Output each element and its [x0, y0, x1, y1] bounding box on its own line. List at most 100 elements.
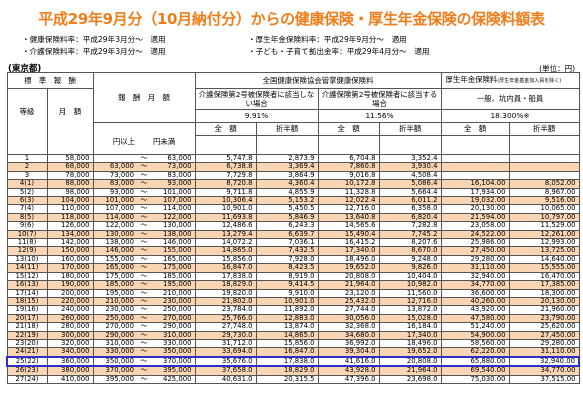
health-full-cell: 7,729.8 — [194, 170, 257, 181]
general-header: 一般、坑内員・船員 — [440, 88, 580, 110]
range-mark: ～ — [137, 246, 151, 256]
range-mark: ～ — [137, 263, 151, 273]
pension-note: (厚生年金基金加入員を除く) — [497, 78, 562, 84]
lower-bound-cell: 195,000 — [92, 288, 137, 298]
upper-bound-cell: 175,000 — [151, 263, 196, 273]
rate-pension: 18.300%※ — [440, 109, 580, 123]
pension-half-cell: 29,280.00 — [508, 338, 580, 349]
grade-cell: 24(21) — [6, 347, 48, 358]
grade-cell: 18(15) — [6, 296, 48, 307]
health-half-cell: 15,856.0 — [255, 338, 319, 349]
care-half-cell: 20,808.0 — [378, 355, 442, 368]
care-full-cell: 34,680.0 — [317, 330, 380, 340]
full-amount-header: 全 額 — [317, 122, 380, 136]
care-full-cell: 17,340.0 — [317, 246, 380, 256]
health-full-cell: 29,730.0 — [194, 330, 257, 340]
pension-half-cell: 18,300.00 — [508, 288, 580, 298]
range-mark: ～ — [137, 374, 151, 384]
monthly-amount-header: 月 額 — [46, 88, 94, 136]
care-half-cell: 7,282.8 — [378, 221, 442, 231]
care-half-cell: 23,698.0 — [378, 374, 442, 384]
care-half-cell: 4,508.4 — [378, 170, 442, 181]
table-row: 22(19) 300,000 290,000 ～ 310,000 29,730.0 14,8… — [6, 330, 580, 340]
health-full-cell: 13,279.4 — [194, 229, 257, 240]
range-mark: ～ — [137, 365, 151, 376]
health-half-cell: 6,243.3 — [255, 221, 319, 231]
table-row: 23(20) 320,000 310,000 ～ 330,000 31,712.0 15,8… — [6, 338, 580, 349]
pension-half-cell: 34,770.00 — [508, 365, 580, 376]
spacer — [194, 135, 257, 155]
lower-bound-cell: 146,000 — [92, 246, 137, 256]
not-care-header: 介護保険第2号被保険者に該当しない場合 — [194, 88, 319, 110]
care-full-cell: 14,565.6 — [317, 221, 380, 231]
monthly-cell: 220,000 — [46, 296, 94, 307]
health-half-cell: 4,855.9 — [255, 187, 319, 198]
grade-cell: 23(20) — [6, 338, 48, 349]
grade-cell: 17(14) — [6, 288, 48, 298]
pension-half-cell: 20,130.00 — [508, 296, 580, 307]
pension-half-cell: 12,261.00 — [508, 229, 580, 240]
pension-half-cell: 31,110.00 — [508, 347, 580, 358]
pension-half-cell: 14,640.00 — [508, 254, 580, 265]
lower-bound-cell: 350,000 — [92, 355, 137, 368]
pension-full-cell: 32,940.00 — [440, 271, 510, 282]
care-full-cell: 9,016.8 — [317, 170, 380, 181]
range-mark: ～ — [137, 254, 151, 265]
lower-bound-cell: 395,000 — [92, 374, 137, 384]
range-mark: ～ — [137, 153, 151, 164]
upper-bound-cell: 210,000 — [151, 288, 196, 298]
spacer — [378, 135, 442, 155]
pension-half-cell: 37,515.00 — [508, 374, 580, 384]
monthly-cell: 58,000 — [46, 153, 94, 164]
health-half-cell: 10,901.0 — [255, 296, 319, 307]
health-half-cell: 3,369.4 — [255, 162, 319, 172]
care-rate-note: ・介護保険料率：平成29年3月分～ 適用 — [22, 47, 166, 56]
care-full-cell: 25,432.0 — [317, 296, 380, 307]
range-mark: ～ — [137, 204, 151, 214]
pension-full-cell: 17,934.00 — [440, 187, 510, 198]
care-half-cell: 8,207.6 — [378, 238, 442, 248]
table-row: 4(1) 88,000 83,000 ～ 93,000 8,720.8 4,360.4 10,… — [6, 179, 580, 189]
health-full-cell: 15,856.0 — [194, 254, 257, 265]
health-full-cell: 10,901.0 — [194, 204, 257, 214]
pension-full-cell: 58,560.00 — [440, 338, 510, 349]
care-half-cell: 11,560.0 — [378, 288, 442, 298]
care-half-cell: 19,652.0 — [378, 347, 442, 358]
monthly-cell: 110,000 — [46, 204, 94, 214]
pension-full-cell: 24,522.00 — [440, 229, 510, 240]
upper-bound-cell: 165,000 — [151, 254, 196, 265]
pension-half-cell: 32,940.00 — [508, 355, 581, 368]
table-row: 7(4) 110,000 107,000 ～ 114,000 10,901.0 5,450.… — [6, 204, 580, 214]
lower-bound-cell: 310,000 — [92, 338, 137, 349]
monthly-cell: 300,000 — [46, 330, 94, 340]
care-full-cell: 32,368.0 — [317, 322, 380, 332]
monthly-cell: 68,000 — [46, 162, 94, 172]
grade-cell: 5(2) — [6, 187, 48, 198]
health-rate-note: ・健康保険料率：平成29年3月分～ 適用 — [22, 35, 166, 44]
table-row: 1 58,000 ～ 63,000 5,747.8 2,873.9 6,704.8 3,352… — [6, 153, 580, 164]
lower-bound-cell: 130,000 — [92, 229, 137, 240]
range-mark: ～ — [137, 238, 151, 248]
over-label: 円以上 — [92, 135, 137, 155]
upper-bound-cell: 114,000 — [151, 204, 196, 214]
health-full-cell: 19,820.0 — [194, 288, 257, 298]
rate-not-care: 9.91% — [194, 109, 319, 123]
health-half-cell: 7,928.0 — [255, 254, 319, 265]
range-mark: ～ — [137, 288, 151, 298]
care-half-cell: 13,872.0 — [378, 305, 442, 315]
pension-header: 厚生年金保険料(厚生年金基金加入員を除く) — [440, 72, 580, 89]
care-half-cell: 16,184.0 — [378, 322, 442, 332]
health-full-cell: 5,747.8 — [194, 153, 257, 164]
care-half-cell: 18,496.0 — [378, 338, 442, 349]
health-full-cell: 14,072.2 — [194, 238, 257, 248]
health-full-cell: 33,694.0 — [194, 347, 257, 358]
pension-half-cell: 9,516.00 — [508, 196, 580, 206]
health-full-cell: 40,631.0 — [194, 374, 257, 384]
health-half-cell: 20,315.5 — [255, 374, 319, 384]
care-half-cell: 21,964.0 — [378, 365, 442, 376]
table-row: 18(15) 220,000 210,000 ～ 230,000 21,802.0 10,9… — [6, 296, 580, 307]
care-full-cell: 13,640.8 — [317, 212, 380, 223]
health-half-cell: 14,865.0 — [255, 330, 319, 340]
standard-remuneration-header: 標 準 報 酬 — [6, 72, 94, 89]
range-mark: ～ — [137, 179, 151, 189]
